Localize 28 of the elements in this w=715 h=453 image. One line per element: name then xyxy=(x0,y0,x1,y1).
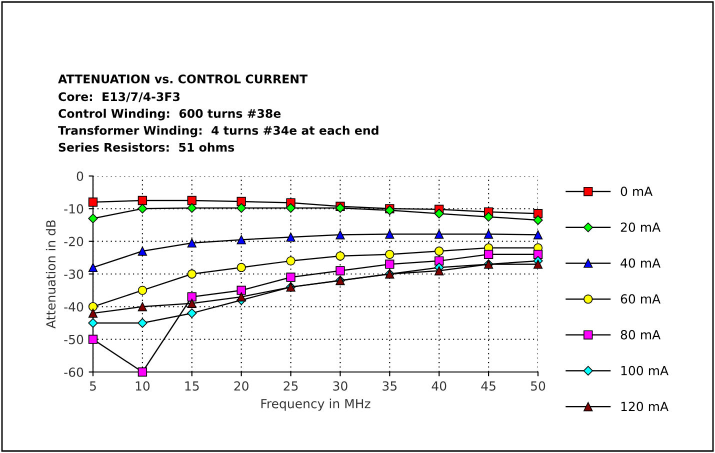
y-tick-label: 0 xyxy=(76,171,84,181)
x-tick-label: 15 xyxy=(185,381,199,391)
y-tick-label: -60 xyxy=(64,367,84,377)
chart-title: ATTENUATION vs. CONTROL CURRENT xyxy=(58,74,308,84)
legend-label: 80 mA xyxy=(620,330,661,340)
legend-label: 20 mA xyxy=(620,222,661,232)
y-axis-title: Attenuation in dB xyxy=(46,220,56,328)
y-tick-label: -40 xyxy=(64,302,84,312)
x-tick-label: 20 xyxy=(234,381,248,391)
x-tick-label: 10 xyxy=(136,381,150,391)
y-tick-label: -10 xyxy=(64,204,84,214)
x-tick-label: 50 xyxy=(531,381,546,391)
legend-label: 100 mA xyxy=(621,366,668,376)
x-tick-label: 25 xyxy=(284,381,298,391)
chart-subtitle: Core: E13/7/4-3F3 Control Winding: 600 turns #38e Transformer Winding: 4 turns #34e at each end Series Resistors: 51 ohms xyxy=(58,92,378,152)
x-tick-label: 30 xyxy=(333,381,348,391)
x-tick-label: 35 xyxy=(382,381,397,391)
x-tick-label: 40 xyxy=(432,381,446,391)
legend-label: 120 mA xyxy=(621,402,668,412)
legend-label: 0 mA xyxy=(620,186,653,196)
y-tick-label: -30 xyxy=(64,269,84,279)
y-tick-label: -20 xyxy=(64,236,84,246)
legend-label: 60 mA xyxy=(620,294,661,304)
x-axis-title: Frequency in MHz xyxy=(261,398,370,411)
x-tick-label: 5 xyxy=(90,381,96,391)
x-tick-label: 45 xyxy=(481,381,496,391)
legend-label: 40 mA xyxy=(620,258,661,268)
y-tick-label: -50 xyxy=(64,334,84,344)
